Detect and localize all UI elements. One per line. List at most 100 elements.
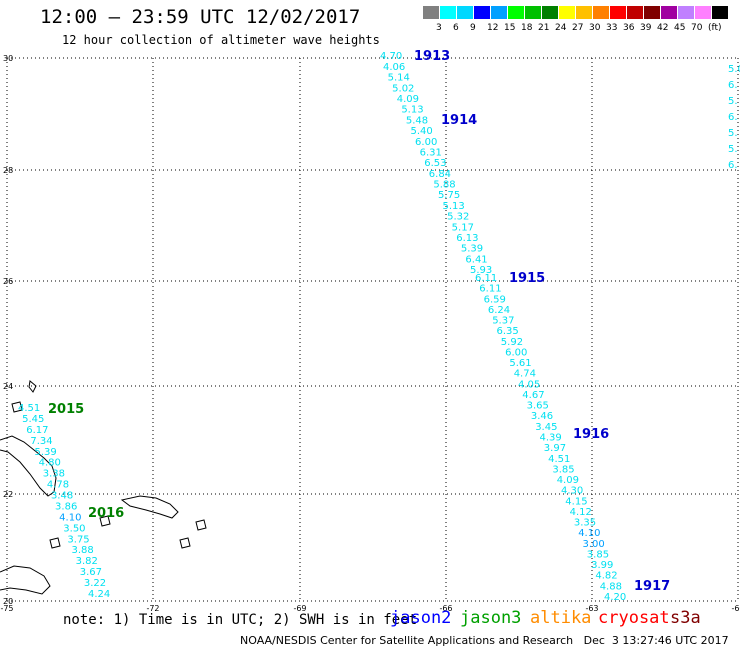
swh-value: 4.09 — [397, 94, 419, 105]
legend-swatch — [508, 6, 524, 19]
satellite-label-cryosat: cryosat — [598, 608, 670, 628]
legend-swatch — [440, 6, 456, 19]
swh-value: 3.65 — [527, 401, 549, 412]
swh-value: 6.11 — [475, 273, 497, 284]
swh-value: 5.02 — [392, 83, 414, 94]
swh-value: 4.80 — [39, 458, 61, 469]
swh-value: 3.88 — [72, 545, 94, 556]
swh-value-edge: 6. — [728, 80, 738, 91]
lat-tick-label: 22 — [3, 490, 13, 499]
coastline-hispaniola — [0, 565, 51, 595]
swh-value: 6.00 — [505, 347, 527, 358]
legend-swatch — [661, 6, 677, 19]
swh-value: 5.17 — [452, 222, 474, 233]
legend-swatch — [457, 6, 473, 19]
satellite-label-jason3: jason3 — [460, 608, 522, 628]
coastline-bahamas-north — [28, 380, 37, 393]
swh-value: 3.48 — [51, 491, 73, 502]
swh-value-edge: 5. — [728, 96, 738, 107]
footer-credit: NOAA/NESDIS Center for Satellite Applica… — [240, 634, 729, 647]
satellite-label-s3a: s3a — [670, 608, 701, 628]
swh-value: 4.10 — [59, 512, 81, 523]
coastline-cuba-east — [0, 435, 57, 497]
legend-label: 70 — [691, 23, 703, 33]
coastline-turks-caicos — [120, 495, 179, 519]
swh-value: 4.78 — [47, 480, 69, 491]
axis-tick-labels: -75 -72 -69 -66 -63 -60 30 28 26 24 22 20 — [0, 54, 740, 613]
swh-value: 6.41 — [465, 254, 487, 265]
track-id-label: 2016 — [88, 506, 124, 521]
swh-value: 3.22 — [84, 578, 106, 589]
swh-value: 5.37 — [492, 316, 514, 327]
legend-swatch — [542, 6, 558, 19]
legend-label: 15 — [504, 23, 516, 33]
swh-value: 3.85 — [552, 464, 574, 475]
legend-label: 24 — [555, 23, 567, 33]
swh-value: 3.99 — [591, 560, 613, 571]
note-text: note: 1) Time is in UTC; 2) SWH is in fe… — [63, 612, 418, 628]
track-id-label: 1914 — [441, 113, 477, 128]
coastline-island-small-1 — [11, 401, 23, 413]
swh-value: 4.15 — [565, 496, 587, 507]
track-id-label: 1916 — [573, 427, 609, 442]
legend-swatch — [525, 6, 541, 19]
coastline-island-small-3 — [179, 537, 191, 549]
map-title: 12:00 – 23:59 UTC 12/02/2017 — [40, 6, 361, 28]
swh-value: 4.70 — [380, 51, 402, 62]
swh-value: 4.20 — [604, 592, 626, 603]
swh-value: 3.00 — [583, 539, 605, 550]
legend-label: 33 — [606, 23, 618, 33]
swh-value: 3.85 — [587, 549, 609, 560]
coastline-island-small-4 — [195, 519, 207, 531]
legend-swatch — [491, 6, 507, 19]
swh-value: 6.31 — [420, 147, 442, 158]
legend-label: 18 — [521, 23, 533, 33]
satellite-tracks: 4.704.065.145.024.095.135.485.406.006.31… — [18, 49, 740, 603]
swh-value: 4.39 — [540, 433, 562, 444]
swh-value: 5.14 — [388, 73, 410, 84]
swh-value: 4.30 — [561, 486, 583, 497]
legend-label: (ft) — [708, 23, 722, 33]
swh-value: 3.35 — [574, 518, 596, 529]
swh-value: 5.39 — [34, 447, 56, 458]
swh-value: 5.92 — [501, 337, 523, 348]
lat-tick-label: 28 — [3, 166, 13, 175]
swh-value: 3.86 — [55, 501, 77, 512]
swh-value-edge: 5. — [728, 144, 738, 155]
swh-value: 5.75 — [438, 190, 460, 201]
legend-swatch — [644, 6, 660, 19]
coastlines — [0, 380, 207, 595]
lon-tick-label: -60 — [731, 604, 740, 613]
swh-value: 6.00 — [415, 137, 437, 148]
swh-value: 3.97 — [544, 443, 566, 454]
lon-tick-label: -63 — [585, 604, 598, 613]
legend-swatch — [610, 6, 626, 19]
legend-swatch — [559, 6, 575, 19]
swh-value: 5.32 — [447, 212, 469, 223]
satellite-label-altika: altika — [530, 608, 592, 628]
lat-lon-grid — [6, 57, 739, 602]
legend-label: 9 — [470, 23, 476, 33]
legend-swatch — [712, 6, 728, 19]
swh-value: 4.05 — [518, 379, 540, 390]
lon-tick-label: -66 — [439, 604, 452, 613]
swh-value: 4.12 — [570, 507, 592, 518]
lat-tick-label: 20 — [3, 597, 13, 606]
swh-value-edge: 6. — [728, 160, 738, 171]
swh-value: 4.74 — [514, 369, 536, 380]
legend-swatch — [593, 6, 609, 19]
swh-value-edge: 5. — [728, 128, 738, 139]
swh-value: 5.88 — [433, 180, 455, 191]
lon-tick-label: -72 — [146, 604, 159, 613]
track-id-label: 2015 — [48, 402, 84, 417]
swh-value: 3.75 — [67, 534, 89, 545]
swh-value: 5.93 — [470, 265, 492, 276]
swh-value: 4.51 — [18, 403, 40, 414]
legend-label: 6 — [453, 23, 459, 33]
lat-tick-label: 26 — [3, 277, 13, 286]
swh-value: 4.06 — [383, 62, 405, 73]
legend-swatch — [627, 6, 643, 19]
legend-label: 45 — [674, 23, 686, 33]
satellite-label-jason2: jason2 — [390, 608, 452, 628]
